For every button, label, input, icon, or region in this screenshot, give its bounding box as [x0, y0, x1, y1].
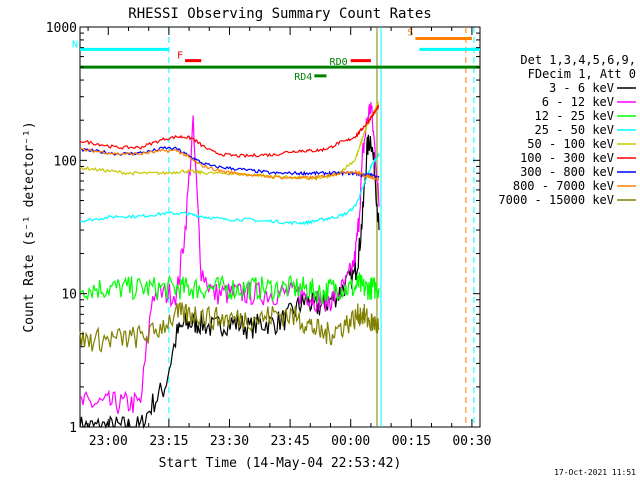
annotation-bars: N F RD0 RD4 S: [72, 27, 480, 427]
legend-label: 12 - 25 keV: [535, 109, 614, 123]
timestamp: 17-Oct-2021 11:51: [554, 468, 636, 477]
legend-header: Det 1,3,4,5,6,9,: [520, 53, 636, 67]
series-line: [79, 147, 380, 182]
x-axis-label: Start Time (14-May-04 22:53:42): [159, 456, 402, 471]
annotation-label: RD0: [330, 57, 348, 68]
legend-label: 100 - 300 keV: [520, 151, 614, 165]
x-tick-label: 23:30: [210, 434, 249, 449]
plot-frame: [79, 26, 481, 428]
legend-label: 300 - 800 keV: [520, 165, 614, 179]
legend-label: 7000 - 15000 keV: [498, 193, 614, 207]
axis-ticks: 1 10 100 1000 23:00 23:15 23:30 23:45 00:00 00:15…: [46, 21, 492, 449]
series-line: [79, 301, 380, 353]
annotation-label: S: [407, 27, 413, 38]
annotation-label: N: [72, 39, 78, 50]
legend-label: 800 - 7000 keV: [513, 179, 614, 193]
annotation-label: F: [177, 51, 183, 62]
y-axis-label: Count Rate (s⁻¹ detector⁻¹): [22, 121, 37, 332]
series-line: [79, 102, 380, 414]
y-tick-label: 10: [61, 288, 77, 303]
chart-title: RHESSI Observing Summary Count Rates: [128, 6, 431, 22]
legend-label: 50 - 100 keV: [527, 137, 614, 151]
x-tick-label: 23:45: [271, 434, 310, 449]
y-tick-label: 100: [54, 154, 77, 169]
x-tick-label: 23:15: [149, 434, 188, 449]
series-line: [79, 134, 380, 430]
series-line: [79, 104, 380, 158]
series-line: [80, 152, 380, 226]
y-tick-label: 1000: [46, 21, 77, 36]
annotation-label: RD4: [294, 72, 312, 83]
x-tick-label: 00:15: [392, 434, 431, 449]
legend: Det 1,3,4,5,6,9,FDecim 1, Att 03 - 6 keV…: [498, 53, 636, 207]
legend-label: 6 - 12 keV: [542, 95, 614, 109]
legend-label: 3 - 6 keV: [549, 81, 614, 95]
data-series: [79, 101, 380, 430]
x-tick-label: 23:00: [89, 434, 128, 449]
legend-header: FDecim 1, Att 0: [528, 67, 636, 81]
series-line: [79, 101, 380, 182]
legend-label: 25 - 50 keV: [535, 123, 614, 137]
plot-area: [79, 26, 481, 428]
y-tick-label: 1: [69, 421, 77, 436]
x-tick-label: 00:00: [331, 434, 370, 449]
x-tick-label: 00:30: [452, 434, 491, 449]
series-line: [79, 272, 380, 305]
